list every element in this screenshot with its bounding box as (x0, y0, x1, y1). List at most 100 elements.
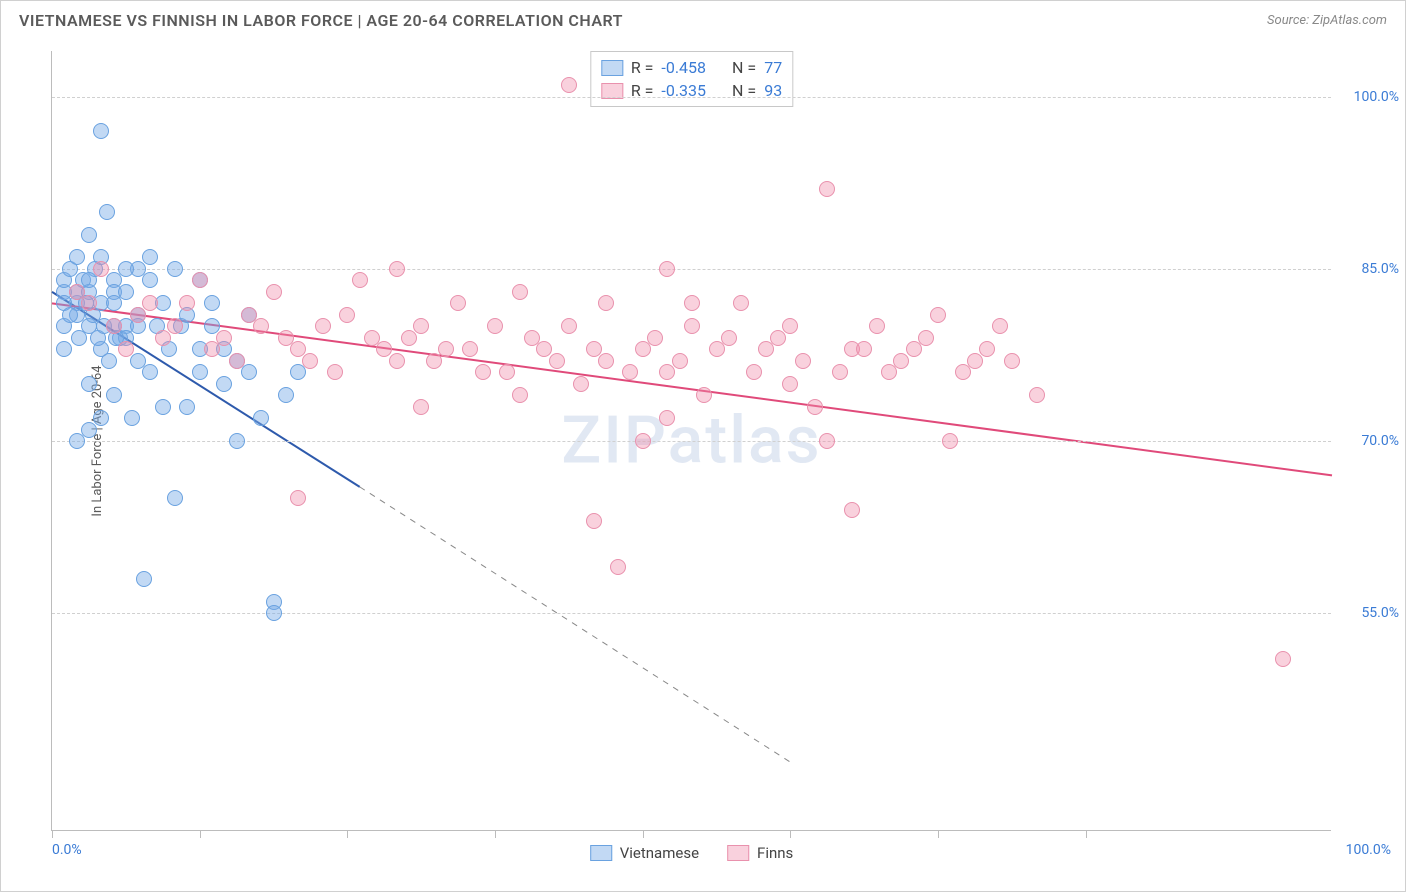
data-point (881, 364, 897, 380)
data-point (142, 272, 158, 288)
data-point (549, 353, 565, 369)
data-point (499, 364, 515, 380)
data-point (204, 341, 220, 357)
x-tick (643, 830, 644, 838)
data-point (758, 341, 774, 357)
bottom-legend: Vietnamese Finns (590, 844, 794, 862)
legend-label: Vietnamese (620, 844, 699, 862)
data-point (413, 318, 429, 334)
data-point (229, 353, 245, 369)
data-point (192, 272, 208, 288)
data-point (167, 318, 183, 334)
data-point (81, 422, 97, 438)
data-point (130, 307, 146, 323)
data-point (930, 307, 946, 323)
data-point (216, 376, 232, 392)
data-point (389, 353, 405, 369)
plot-area: In Labor Force | Age 20-64 ZIPatlas 0.0%… (51, 51, 1331, 831)
data-point (1004, 353, 1020, 369)
data-point (684, 295, 700, 311)
data-point (118, 284, 134, 300)
data-point (561, 318, 577, 334)
data-point (376, 341, 392, 357)
y-tick-label: 70.0% (1361, 433, 1399, 449)
data-point (610, 559, 626, 575)
data-point (573, 376, 589, 392)
x-tick (1086, 830, 1087, 838)
data-point (278, 330, 294, 346)
data-point (524, 330, 540, 346)
stat-n-value: 77 (764, 58, 782, 77)
x-tick (495, 830, 496, 838)
y-tick-label: 100.0% (1354, 89, 1399, 105)
data-point (142, 249, 158, 265)
data-point (389, 261, 405, 277)
data-point (253, 318, 269, 334)
data-point (124, 410, 140, 426)
data-point (487, 318, 503, 334)
data-point (99, 204, 115, 220)
data-point (746, 364, 762, 380)
data-point (659, 410, 675, 426)
data-point (106, 318, 122, 334)
grid-line (52, 613, 1331, 614)
data-point (586, 513, 602, 529)
data-point (167, 490, 183, 506)
data-point (93, 410, 109, 426)
data-point (401, 330, 417, 346)
grid-line (52, 97, 1331, 98)
data-point (352, 272, 368, 288)
legend-item: Vietnamese (590, 844, 699, 862)
x-tick (347, 830, 348, 838)
data-point (71, 330, 87, 346)
data-point (179, 295, 195, 311)
legend-swatch (727, 845, 749, 861)
data-point (142, 364, 158, 380)
data-point (81, 227, 97, 243)
data-point (955, 364, 971, 380)
data-point (647, 330, 663, 346)
data-point (93, 123, 109, 139)
data-point (672, 353, 688, 369)
data-point (696, 387, 712, 403)
stat-n-label: N = (732, 58, 756, 77)
data-point (192, 364, 208, 380)
source-label: Source: ZipAtlas.com (1267, 13, 1387, 28)
chart-title: VIETNAMESE VS FINNISH IN LABOR FORCE | A… (19, 11, 623, 30)
data-point (56, 341, 72, 357)
legend-swatch (590, 845, 612, 861)
data-point (69, 249, 85, 265)
data-point (142, 295, 158, 311)
data-point (721, 330, 737, 346)
data-point (81, 376, 97, 392)
data-point (844, 502, 860, 518)
data-point (62, 307, 78, 323)
x-tick (938, 830, 939, 838)
data-point (869, 318, 885, 334)
data-point (512, 284, 528, 300)
data-point (906, 341, 922, 357)
data-point (118, 261, 134, 277)
stat-r-label: R = (631, 58, 654, 77)
data-point (598, 353, 614, 369)
data-point (155, 330, 171, 346)
data-point (586, 341, 602, 357)
data-point (290, 490, 306, 506)
data-point (598, 295, 614, 311)
stats-row: R = -0.458 N = 77 (601, 56, 782, 79)
data-point (942, 433, 958, 449)
chart-container: VIETNAMESE VS FINNISH IN LABOR FORCE | A… (0, 0, 1406, 892)
legend-swatch (601, 60, 623, 76)
legend-item: Finns (727, 844, 793, 862)
data-point (155, 399, 171, 415)
y-tick-label: 85.0% (1361, 261, 1399, 277)
data-point (462, 341, 478, 357)
data-point (893, 353, 909, 369)
data-point (733, 295, 749, 311)
data-point (438, 341, 454, 357)
data-point (659, 364, 675, 380)
stat-r-value: -0.458 (661, 58, 706, 77)
data-point (118, 341, 134, 357)
data-point (782, 376, 798, 392)
data-point (967, 353, 983, 369)
